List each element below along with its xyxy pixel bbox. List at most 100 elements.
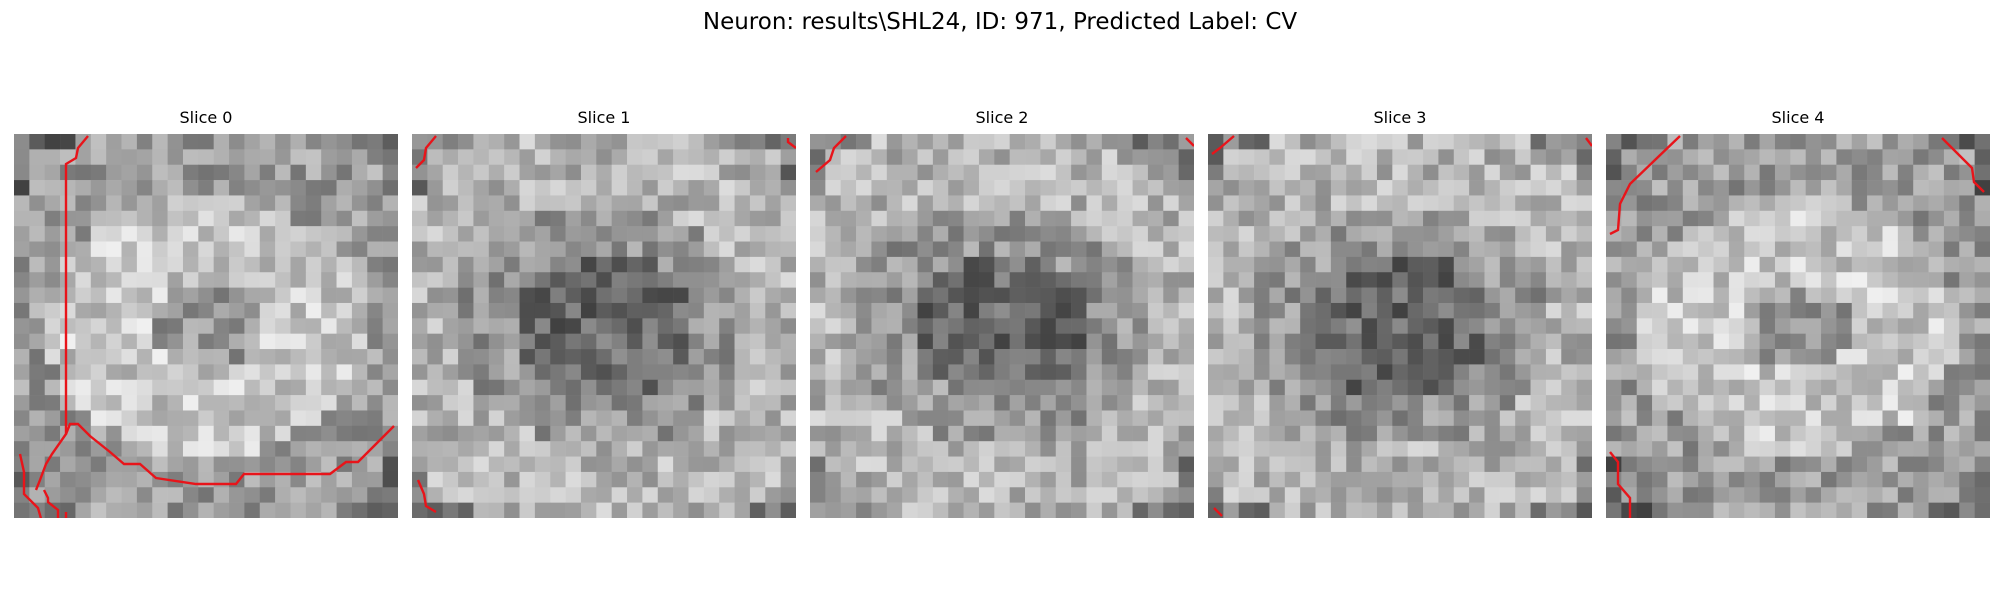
pixel <box>1713 487 1730 503</box>
pixel <box>1728 333 1745 350</box>
pixel <box>1392 395 1408 411</box>
pixel <box>1621 425 1638 442</box>
pixel <box>810 441 826 457</box>
pixel <box>1392 487 1408 503</box>
pixel <box>259 410 276 427</box>
pixel <box>765 410 781 427</box>
pixel <box>1346 164 1362 181</box>
pixel <box>810 241 826 258</box>
pixel <box>504 349 520 365</box>
pixel <box>1223 333 1240 350</box>
pixel <box>550 134 566 150</box>
pixel <box>534 333 551 350</box>
pixel <box>1515 195 1531 212</box>
pixel <box>136 410 153 427</box>
pixel <box>1284 425 1301 442</box>
pixel <box>1728 456 1745 473</box>
pixel <box>1392 287 1408 304</box>
pixel <box>688 302 705 319</box>
pixel <box>458 180 474 196</box>
pixel <box>519 425 536 442</box>
pixel <box>840 287 857 304</box>
pixel <box>1499 487 1516 503</box>
pixel <box>596 241 612 258</box>
pixel <box>229 364 245 381</box>
pixel <box>642 272 659 288</box>
pixel <box>1178 302 1194 319</box>
pixel <box>1009 364 1026 381</box>
pixel <box>780 256 796 273</box>
pixel <box>458 287 474 304</box>
pixel <box>1117 302 1133 319</box>
pixel <box>1621 349 1638 365</box>
pixel <box>1407 302 1424 319</box>
pixel <box>642 195 659 212</box>
pixel <box>1774 364 1791 381</box>
pixel <box>1284 302 1301 319</box>
pixel <box>1330 487 1347 503</box>
pixel <box>427 395 444 411</box>
pixel <box>1545 226 1562 242</box>
pixel <box>1606 487 1622 503</box>
pixel <box>765 287 781 304</box>
pixel <box>504 256 520 273</box>
pixel <box>1254 410 1270 427</box>
pixel <box>1836 226 1853 242</box>
pixel <box>1805 302 1822 319</box>
pixel <box>442 134 459 150</box>
pixel <box>1805 487 1822 503</box>
pixel <box>1499 272 1516 288</box>
pixel <box>932 441 949 457</box>
pixel <box>1223 425 1240 442</box>
pixel <box>1836 364 1853 381</box>
pixel <box>1882 395 1899 411</box>
pixel <box>1269 471 1286 488</box>
pixel <box>1423 502 1439 518</box>
pixel <box>1438 256 1455 273</box>
pixel <box>1713 180 1730 196</box>
pixel <box>871 333 888 350</box>
pixel <box>1882 410 1899 427</box>
pixel <box>1223 164 1240 181</box>
pixel <box>458 379 474 396</box>
pixel <box>1913 487 1929 503</box>
pixel <box>1346 287 1362 304</box>
pixel <box>259 210 276 227</box>
pixel <box>1223 441 1240 457</box>
pixel <box>382 333 398 350</box>
pixel <box>627 410 643 427</box>
pixel <box>1147 410 1164 427</box>
pixel <box>121 379 138 396</box>
pixel <box>1913 456 1929 473</box>
pixel <box>1163 425 1179 442</box>
pixel <box>1132 318 1149 334</box>
pixel <box>1178 364 1194 381</box>
pixel <box>121 256 138 273</box>
pixel <box>1545 487 1562 503</box>
pixel <box>688 318 705 334</box>
pixel <box>1530 410 1547 427</box>
pixel <box>1897 149 1914 166</box>
pixel <box>627 241 643 258</box>
pixel <box>856 241 872 258</box>
pixel <box>1713 210 1730 227</box>
pixel <box>765 226 781 242</box>
pixel <box>1499 349 1516 365</box>
pixel <box>1652 180 1668 196</box>
pixel <box>1086 333 1103 350</box>
pixel <box>121 195 138 212</box>
pixel <box>1284 379 1301 396</box>
pixel <box>1086 302 1103 319</box>
slice-title: Slice 0 <box>179 108 233 127</box>
pixel <box>351 395 368 411</box>
pixel <box>1621 164 1638 181</box>
pixel <box>1561 456 1577 473</box>
pixel <box>136 395 153 411</box>
slice-image <box>810 134 1194 518</box>
pixel <box>1759 302 1776 319</box>
pixel <box>1867 395 1883 411</box>
pixel <box>1484 487 1501 503</box>
pixel <box>765 180 781 196</box>
pixel <box>1254 180 1270 196</box>
pixel <box>14 333 30 350</box>
